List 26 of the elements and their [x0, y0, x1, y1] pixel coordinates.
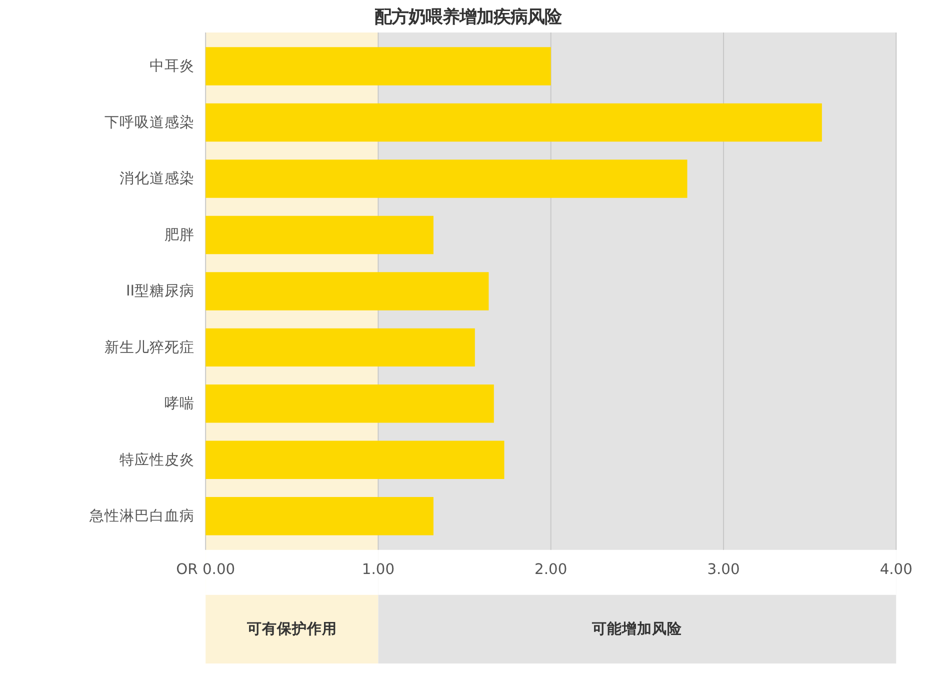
bar — [206, 384, 494, 423]
y-tick-label: 下呼吸道感染 — [104, 114, 195, 131]
bar — [206, 272, 489, 310]
y-tick-label: 急性淋巴白血病 — [88, 508, 195, 525]
band-label: 可能增加风险 — [591, 620, 684, 638]
y-tick-label: 中耳炎 — [150, 58, 195, 75]
bar — [206, 103, 822, 142]
x-tick-label: 3.00 — [707, 560, 740, 578]
bar — [206, 328, 475, 367]
x-tick-label: 2.00 — [534, 560, 568, 578]
y-tick-label: 消化道感染 — [120, 170, 195, 188]
bar — [206, 440, 504, 480]
y-tick-label: 特应性皮炎 — [120, 451, 195, 468]
x-tick-label: 1.00 — [362, 560, 395, 578]
bar — [206, 497, 434, 536]
bar — [206, 160, 688, 198]
y-tick-label: 肥胖 — [164, 226, 195, 244]
x-tick-label: OR 0.00 — [176, 560, 236, 578]
band-label: 可有保护作用 — [246, 620, 337, 638]
y-tick-label: 哮喘 — [164, 395, 195, 412]
bar — [206, 47, 551, 86]
chart-title: 配方奶喂养增加疾病风险 — [374, 8, 562, 28]
x-tick-label: 4.00 — [880, 560, 912, 578]
y-tick-label: II型糖尿病 — [126, 282, 195, 300]
bar — [206, 216, 434, 254]
y-tick-label: 新生儿猝死症 — [104, 338, 195, 356]
